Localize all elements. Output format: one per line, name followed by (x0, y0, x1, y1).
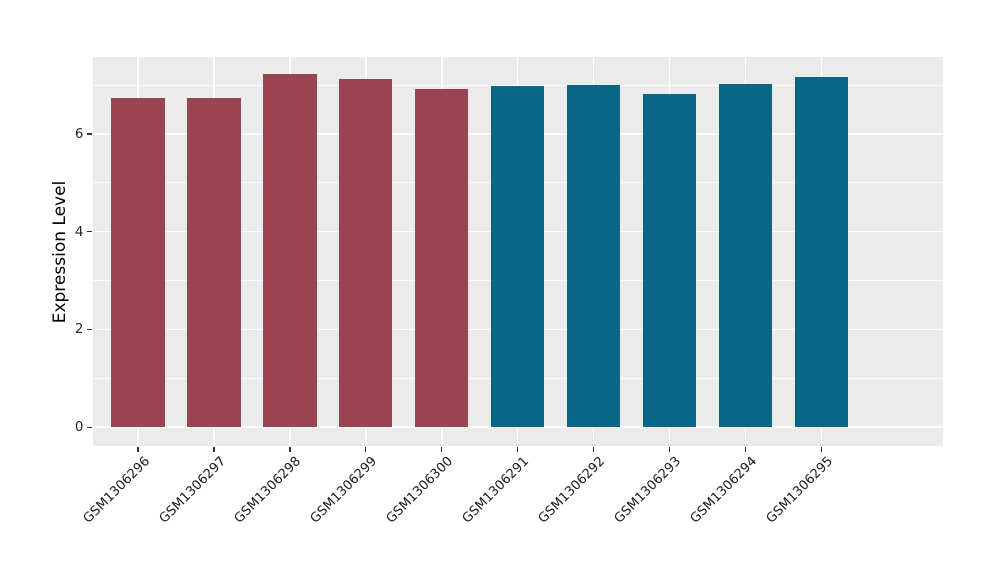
x-tick-mark (517, 446, 519, 452)
y-tick-mark (87, 328, 92, 331)
y-tick-label: 0 (74, 419, 84, 436)
x-tick-mark (213, 446, 215, 452)
x-tick-mark (593, 446, 595, 452)
x-tick-label-GSM1306297: GSM1306297 (156, 454, 229, 527)
plot-panel (92, 57, 943, 446)
x-tick-mark (365, 446, 367, 452)
x-tick-label-GSM1306294: GSM1306294 (687, 454, 761, 527)
bar-GSM1306295 (794, 77, 849, 428)
x-tick-label-GSM1306298: GSM1306298 (232, 454, 305, 527)
x-tick-mark (441, 446, 443, 452)
bar-GSM1306292 (567, 85, 621, 428)
x-tick-label-GSM1306296: GSM1306296 (80, 454, 153, 527)
y-tick-mark (87, 133, 92, 135)
x-tick-mark (289, 446, 291, 452)
y-tick-label: 6 (74, 125, 84, 142)
y-axis-title: Expression Level (50, 180, 70, 323)
x-tick-label-GSM1306291: GSM1306291 (459, 454, 533, 527)
bar-GSM1306297 (187, 98, 241, 428)
x-tick-label-GSM1306293: GSM1306293 (611, 454, 685, 527)
x-tick-mark (137, 446, 139, 452)
x-tick-label-GSM1306299: GSM1306299 (308, 454, 381, 527)
bar-GSM1306298 (263, 74, 317, 428)
x-tick-label-GSM1306292: GSM1306292 (535, 454, 609, 527)
bar-GSM1306291 (491, 86, 545, 428)
x-tick-label-GSM1306300: GSM1306300 (383, 454, 457, 527)
x-tick-label-GSM1306295: GSM1306295 (763, 454, 837, 527)
bar-GSM1306299 (339, 78, 393, 428)
y-tick-label: 4 (74, 223, 84, 240)
bar-GSM1306300 (415, 89, 469, 428)
bar-GSM1306296 (111, 98, 165, 428)
x-tick-mark (820, 446, 823, 452)
x-tick-mark (669, 446, 671, 452)
bar-GSM1306294 (718, 83, 773, 428)
y-tick-label: 2 (74, 321, 84, 338)
y-tick-mark (87, 426, 92, 428)
x-tick-mark (744, 446, 747, 452)
bar-GSM1306293 (643, 94, 697, 428)
y-tick-mark (87, 231, 92, 233)
